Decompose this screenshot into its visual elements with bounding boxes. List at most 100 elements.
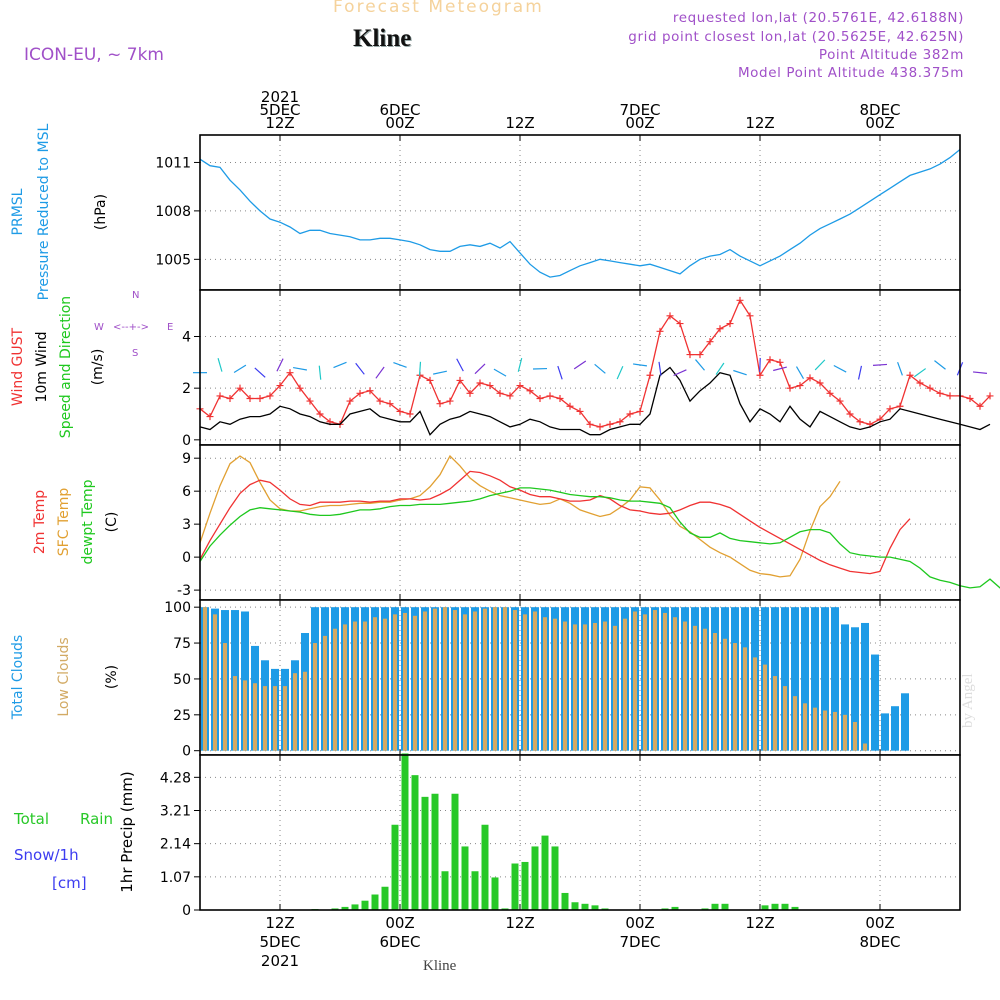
wind-direction-arrow xyxy=(658,361,662,376)
rain-bar xyxy=(781,903,789,910)
gust-line-point xyxy=(296,384,304,392)
wind-plot-area xyxy=(200,290,960,445)
gust-line-point xyxy=(516,382,524,390)
wind-direction-arrow xyxy=(573,360,587,370)
total-rain-label: Rain xyxy=(80,810,113,828)
gust-line-point xyxy=(976,402,984,410)
low-clouds-bar xyxy=(723,638,727,751)
time-label-top: 5DEC xyxy=(259,101,300,119)
rain-bar xyxy=(581,903,589,910)
low-clouds-bar xyxy=(643,614,647,751)
total-clouds-bar xyxy=(881,713,889,751)
gust-line-point xyxy=(766,356,774,364)
gust-line-point xyxy=(856,418,864,426)
precip-ytick-label: 1.07 xyxy=(160,870,191,886)
clouds-unit-label: (%) xyxy=(104,665,120,689)
temperature-ytick-label: 0 xyxy=(182,550,191,566)
low-clouds-bar xyxy=(423,611,427,751)
compass-south: S xyxy=(132,348,138,359)
clouds-ytick-label: 100 xyxy=(164,600,191,616)
low-clouds-bar xyxy=(573,624,577,751)
pressure-plot-area xyxy=(200,135,960,290)
precip-ytick-label: 2.14 xyxy=(160,837,191,853)
rain-bar xyxy=(361,900,369,910)
gust-line-point xyxy=(666,312,674,320)
wind-direction-arrow xyxy=(233,364,247,374)
wind-direction-arrow xyxy=(355,362,365,375)
time-label-bottom: 12Z xyxy=(745,914,774,932)
gust-line-point xyxy=(636,407,644,415)
rain-bar xyxy=(401,753,409,910)
pressure-ytick-label: 1005 xyxy=(155,252,191,268)
gust-line-point xyxy=(926,384,934,392)
gust-line-point xyxy=(686,351,694,359)
gust-line-point xyxy=(466,389,474,397)
dewpt-line xyxy=(199,487,1000,589)
gust-line-point xyxy=(726,320,734,328)
time-label-top: 8DEC xyxy=(859,101,900,119)
meteogram-title: Forecast Meteogram xyxy=(333,0,544,17)
total-clouds-bar xyxy=(901,693,909,751)
gust-line-point xyxy=(966,395,974,402)
low-clouds-bar xyxy=(753,657,757,751)
low-clouds-bar xyxy=(703,628,707,751)
rain-bar xyxy=(671,906,679,910)
wind-direction-arrow xyxy=(872,363,888,367)
pressure-ytick-label: 1011 xyxy=(155,155,191,171)
wind-direction-arrow xyxy=(456,358,464,372)
compass-north: N xyxy=(132,290,139,301)
wind-direction-arrow xyxy=(318,365,322,380)
low-clouds-bar xyxy=(783,686,787,751)
low-clouds-bar xyxy=(223,643,227,751)
wind-direction-arrow xyxy=(715,362,725,375)
low-clouds-bar xyxy=(483,608,487,751)
low-clouds-bar xyxy=(803,703,807,751)
low-clouds-bar xyxy=(693,625,697,751)
temperature-ytick-label: 6 xyxy=(182,484,191,500)
gust-line-point xyxy=(226,395,234,402)
rain-bar xyxy=(371,894,379,910)
total-clouds-bar xyxy=(851,627,859,751)
total-clouds-bar xyxy=(821,607,829,751)
rain-bar xyxy=(771,903,779,910)
time-label-top: 12Z xyxy=(265,114,294,132)
compass-east: E xyxy=(167,322,173,333)
low-clouds-bar xyxy=(333,628,337,751)
low-clouds-bar xyxy=(523,614,527,751)
time-label-top: 00Z xyxy=(385,114,414,132)
gust-line-point xyxy=(266,392,274,400)
rain-bar xyxy=(421,796,429,910)
clouds-ytick-label: 25 xyxy=(173,708,191,724)
low-clouds-bar xyxy=(453,610,457,751)
time-label-bottom: 00Z xyxy=(625,914,654,932)
low-clouds-bar xyxy=(663,612,667,751)
low-clouds-bar xyxy=(743,647,747,751)
precip-panel: 0 1.07 2.14 3.21 4.28 xyxy=(160,753,961,919)
gust-line-point xyxy=(916,379,924,387)
precip-border xyxy=(199,754,961,911)
wind-direction-arrow xyxy=(594,363,606,374)
wind-direction-arrow xyxy=(897,362,903,376)
gust-line-point xyxy=(286,369,294,377)
low-clouds-bar xyxy=(313,643,317,751)
low-clouds-bar xyxy=(713,633,717,751)
low-clouds-bar xyxy=(213,614,217,751)
low-clouds-bar xyxy=(203,607,207,751)
low-clouds-bar xyxy=(303,671,307,751)
gust-line-point xyxy=(406,410,414,418)
low-clouds-bar xyxy=(553,618,557,751)
rain-bar xyxy=(491,877,499,910)
gust-line-point xyxy=(486,382,494,390)
rain-bar xyxy=(431,793,439,910)
gust-line-point xyxy=(596,423,604,431)
temp2m-label: 2m Temp xyxy=(32,490,48,554)
requested-coords: requested lon,lat (20.5761E, 42.6188N) xyxy=(672,10,964,26)
wind-direction-arrow xyxy=(418,361,422,376)
precip-ytick-label: 3.21 xyxy=(160,803,191,819)
temp-unit-label: (C) xyxy=(104,512,120,533)
rain-bar xyxy=(561,892,569,910)
low-clouds-bar xyxy=(683,621,687,751)
gust-line-point xyxy=(356,389,364,397)
pressure-panel: 1005 1008 1011 xyxy=(155,134,961,291)
total-clouds-bar xyxy=(841,624,849,751)
